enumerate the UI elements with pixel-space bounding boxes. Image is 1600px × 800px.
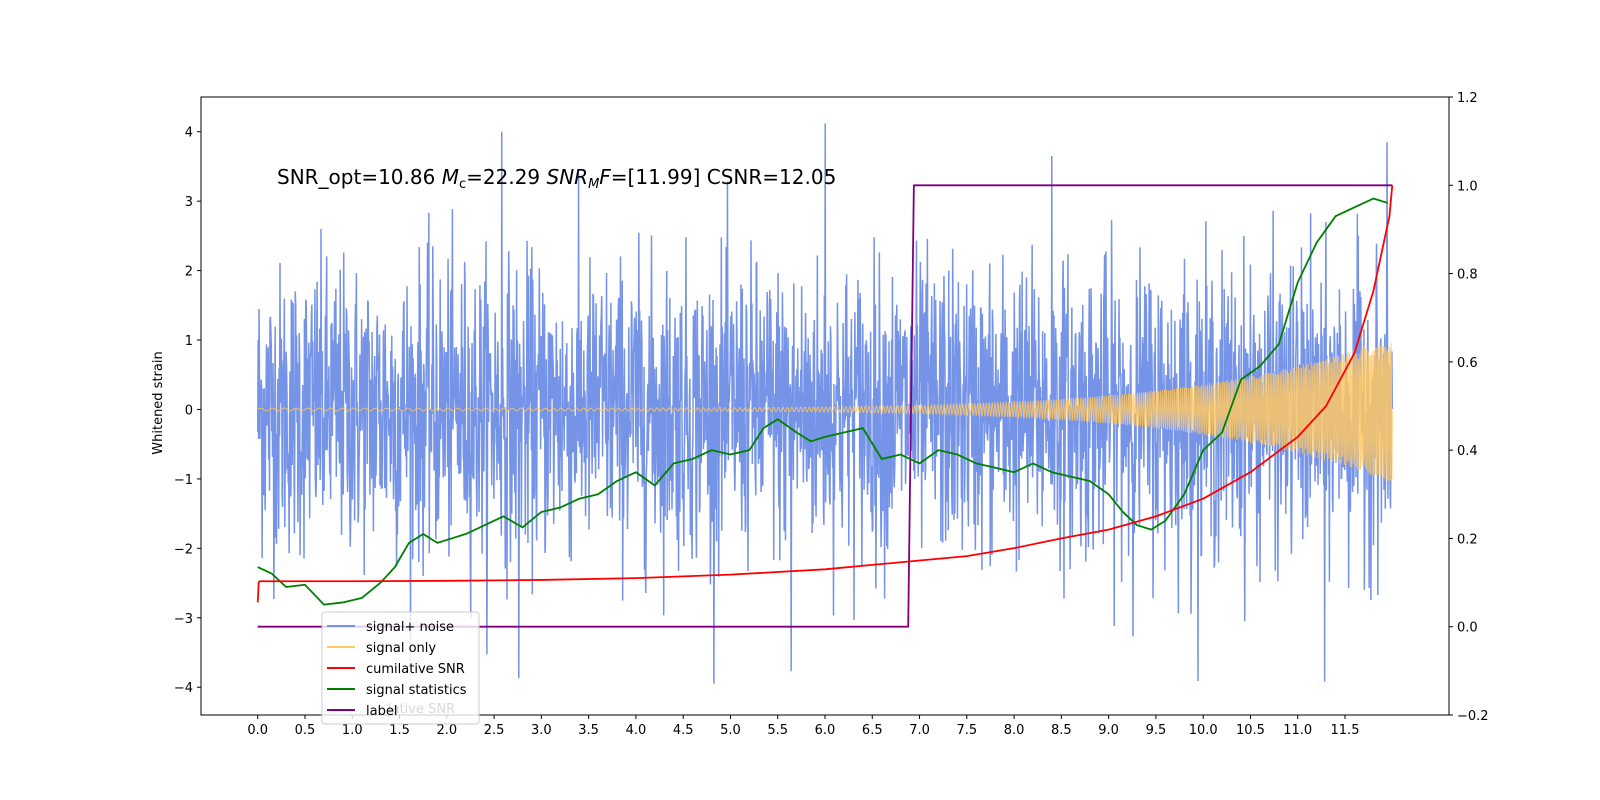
series-signal-statistics-line: [257, 197, 1388, 606]
y2-tick-label: 1.0: [1457, 179, 1478, 194]
y2-tick-label: 0.0: [1457, 621, 1478, 636]
legend-label: cumilative SNR: [366, 662, 465, 677]
y-tick-label: −1: [174, 473, 193, 488]
annotation-mc-symbol: M: [442, 165, 459, 189]
legend-label: signal+ noise: [366, 620, 454, 635]
x-tick-label: 4.5: [673, 723, 694, 738]
y-tick-label: 2: [185, 265, 193, 280]
series-cumulative-snr-line: [256, 185, 1394, 603]
plot-area: [256, 123, 1394, 684]
series-group: [256, 123, 1394, 684]
x-tick-label: 10.5: [1236, 723, 1265, 738]
annotation-mc-subscript: c: [459, 177, 466, 192]
y-tick-label: 4: [185, 126, 193, 141]
x-tick-label: 3.5: [578, 723, 599, 738]
y-axis-label: Whitened strain: [151, 351, 166, 454]
y2-tick-label: 1.2: [1457, 91, 1478, 106]
x-tick-label: 9.0: [1098, 723, 1119, 738]
y-tick-label: 3: [185, 195, 193, 210]
x-tick-label: 0.0: [247, 723, 268, 738]
legend-ghost-text: lative SNR: [388, 702, 455, 717]
legend-frame: [321, 611, 480, 725]
legend-label: signal only: [366, 641, 436, 656]
x-tick-label: 1.0: [342, 723, 363, 738]
x-tick-label: 8.5: [1051, 723, 1072, 738]
axes: 0.0 0.5 1.0 1.5 2.0 2.5 3.0 3.5 4.0 4.5 5.0 5.5 6.0 6…: [174, 91, 1489, 738]
annotation-text: SNR_opt=10.86 Mc=22.29 SNRMF=[11.99] CSN…: [277, 165, 836, 192]
x-tick-label: 0.5: [295, 723, 316, 738]
y-tick-label: 0: [185, 403, 193, 418]
x-tick-label: 11.0: [1283, 723, 1312, 738]
x-tick-label: 10.0: [1189, 723, 1218, 738]
y-tick-label: 1: [185, 334, 193, 349]
x-tick-label: 1.5: [389, 723, 410, 738]
x-tick-label: 7.5: [956, 723, 977, 738]
x-tick-label: 4.0: [626, 723, 647, 738]
series-label-line: [257, 184, 1393, 628]
legend: lative SNR signal+ noise signal only cumil…: [321, 611, 480, 725]
x-tick-label: 5.0: [720, 723, 741, 738]
legend-label: label: [366, 704, 397, 719]
x-tick-label: 11.5: [1331, 723, 1360, 738]
annotation-mc-value: =22.29: [466, 165, 546, 189]
y2-tick-label: 0.6: [1457, 356, 1478, 371]
annotation-snr-f: F: [599, 165, 611, 189]
y-tick-label: −2: [174, 542, 193, 557]
x-tick-label: 7.0: [909, 723, 930, 738]
y2-tick-label: −0.2: [1457, 709, 1489, 724]
y2-tick-label: 0.8: [1457, 268, 1478, 283]
x-tick-label: 3.0: [531, 723, 552, 738]
x-tick-label: 5.5: [767, 723, 788, 738]
x-tick-label: 6.0: [815, 723, 836, 738]
y2-tick-label: 0.2: [1457, 532, 1478, 547]
x-tick-label: 2.0: [436, 723, 457, 738]
y-tick-label: −3: [174, 612, 193, 627]
annotation-snr-subscript: M: [588, 177, 599, 192]
x-tick-label: 8.0: [1004, 723, 1025, 738]
x-tick-label: 6.5: [862, 723, 883, 738]
x-tick-label: 2.5: [484, 723, 505, 738]
y2-tick-label: 0.4: [1457, 444, 1478, 459]
annotation-prefix: SNR_opt=10.86: [277, 165, 442, 189]
annotation-snr-value: =[11.99] CSNR=12.05: [611, 165, 837, 189]
series-signal-only-line: [257, 343, 1393, 482]
annotation-snr-symbol: SNR: [547, 165, 589, 189]
x-tick-label: 9.5: [1146, 723, 1167, 738]
legend-label: signal statistics: [366, 683, 467, 698]
y-tick-label: −4: [174, 681, 193, 696]
